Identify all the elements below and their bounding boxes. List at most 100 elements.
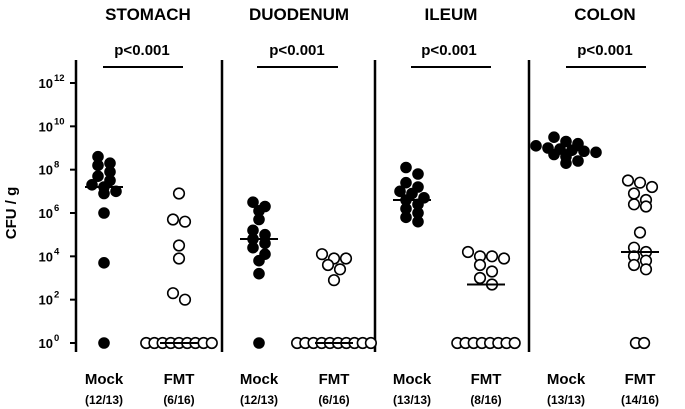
fmt-data-point bbox=[327, 274, 341, 287]
fmt-data-point bbox=[485, 265, 499, 278]
fmt-data-point bbox=[178, 215, 192, 228]
fmt-data-point bbox=[621, 174, 635, 187]
axes-layer bbox=[70, 60, 646, 352]
fmt-data-point bbox=[172, 239, 186, 252]
group-ratio: (14/16) bbox=[621, 393, 659, 407]
group-label: Mock bbox=[240, 371, 279, 388]
mock-data-point bbox=[412, 215, 424, 228]
mock-data-point bbox=[86, 179, 98, 191]
panel-title: DUODENUM bbox=[249, 5, 349, 24]
group-label: Mock bbox=[85, 371, 124, 388]
fmt-data-point bbox=[508, 336, 521, 350]
y-tick-label: 10 bbox=[39, 249, 53, 264]
y-tick-label: 10 bbox=[39, 163, 53, 178]
p-value-label: p<0.001 bbox=[421, 42, 476, 59]
group-label: FMT bbox=[164, 371, 195, 388]
mock-data-point bbox=[98, 257, 110, 269]
mock-data-point bbox=[253, 213, 265, 226]
mock-data-point bbox=[98, 207, 110, 219]
panel-title: ILEUM bbox=[425, 5, 478, 24]
group-label: FMT bbox=[625, 371, 656, 388]
y-tick-exponent: 12 bbox=[54, 73, 65, 84]
y-tick-label: 10 bbox=[39, 119, 53, 134]
group-ratio: (6/16) bbox=[318, 393, 349, 407]
mock-data-point bbox=[98, 337, 110, 349]
panel-title: COLON bbox=[574, 5, 635, 24]
fmt-data-point bbox=[205, 336, 218, 350]
fmt-data-point bbox=[639, 200, 653, 213]
mock-data-point bbox=[92, 170, 104, 182]
fmt-data-point bbox=[172, 187, 186, 200]
group-label: FMT bbox=[319, 371, 350, 388]
fmt-data-point bbox=[333, 263, 347, 276]
y-tick-exponent: 6 bbox=[54, 203, 59, 214]
p-value-label: p<0.001 bbox=[269, 42, 324, 59]
fmt-data-point bbox=[315, 248, 329, 261]
fmt-data-point bbox=[178, 293, 192, 306]
y-tick-label: 10 bbox=[39, 76, 53, 91]
fmt-data-point bbox=[172, 252, 186, 265]
group-ratio: (6/16) bbox=[163, 393, 194, 407]
mock-data-point bbox=[253, 254, 265, 267]
fmt-data-point bbox=[627, 187, 641, 200]
mock-data-point bbox=[560, 135, 572, 148]
fmt-data-point bbox=[166, 287, 180, 300]
mock-data-point bbox=[578, 145, 590, 158]
p-value-label: p<0.001 bbox=[577, 42, 632, 59]
mock-data-point bbox=[572, 155, 584, 167]
y-tick-exponent: 4 bbox=[54, 246, 60, 257]
mock-data-point bbox=[400, 161, 412, 174]
mock-data-point bbox=[98, 187, 110, 200]
group-ratio: (12/13) bbox=[85, 393, 123, 407]
mock-data-point bbox=[394, 185, 406, 198]
y-tick-exponent: 10 bbox=[54, 116, 65, 127]
marks-layer bbox=[85, 131, 659, 350]
y-tick-label: 10 bbox=[39, 293, 53, 308]
mock-data-point bbox=[92, 159, 104, 172]
fmt-data-point bbox=[473, 258, 487, 272]
group-ratio: (12/13) bbox=[240, 393, 278, 407]
group-label: Mock bbox=[393, 371, 432, 388]
y-tick-exponent: 8 bbox=[54, 160, 59, 171]
fmt-data-point bbox=[633, 226, 647, 239]
fmt-data-point bbox=[633, 176, 647, 189]
group-label: FMT bbox=[471, 371, 502, 388]
y-axis-label: CFU / g bbox=[3, 187, 20, 240]
group-ratio: (8/16) bbox=[470, 393, 501, 407]
fmt-data-point bbox=[497, 252, 511, 265]
mock-data-point bbox=[247, 196, 259, 208]
fmt-data-point bbox=[364, 336, 378, 350]
group-label: Mock bbox=[547, 371, 586, 388]
mock-data-point bbox=[412, 168, 424, 180]
fmt-data-point bbox=[485, 250, 499, 263]
mock-data-point bbox=[400, 176, 412, 189]
mock-data-point bbox=[253, 267, 265, 280]
group-ratio: (13/13) bbox=[393, 393, 431, 407]
fmt-data-point bbox=[645, 180, 659, 194]
y-tick-label: 10 bbox=[39, 336, 53, 351]
panel-title: STOMACH bbox=[105, 5, 191, 24]
fmt-data-point bbox=[321, 258, 335, 272]
mock-data-point bbox=[247, 241, 259, 254]
fmt-data-point bbox=[627, 258, 641, 272]
mock-data-point bbox=[530, 140, 542, 152]
group-ratio: (13/13) bbox=[547, 393, 585, 407]
y-tick-exponent: 2 bbox=[54, 290, 59, 301]
mock-data-point bbox=[400, 211, 412, 224]
mock-data-point bbox=[253, 337, 265, 349]
fmt-data-point bbox=[339, 252, 353, 265]
fmt-data-point bbox=[473, 271, 487, 285]
fmt-data-point bbox=[166, 213, 180, 226]
fmt-data-point bbox=[627, 198, 641, 211]
fmt-data-point bbox=[461, 245, 475, 259]
mock-data-point bbox=[590, 146, 602, 159]
y-tick-label: 10 bbox=[39, 206, 53, 221]
mock-data-point bbox=[548, 131, 560, 143]
fmt-data-point bbox=[637, 336, 651, 350]
y-tick-exponent: 0 bbox=[54, 333, 59, 344]
p-value-label: p<0.001 bbox=[114, 42, 169, 59]
mock-data-point bbox=[560, 157, 572, 169]
fmt-data-point bbox=[639, 263, 653, 276]
